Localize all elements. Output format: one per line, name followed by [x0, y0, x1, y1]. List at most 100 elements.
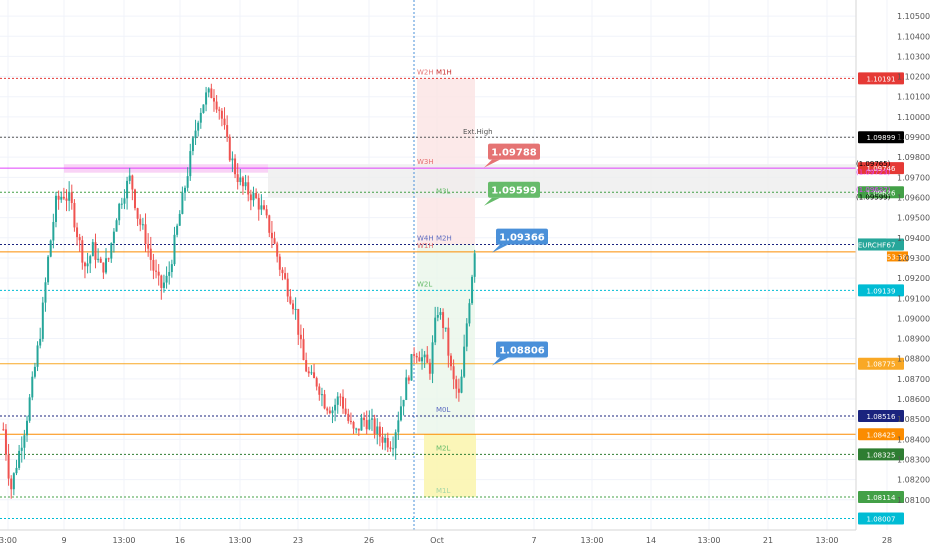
- candle: [363, 412, 366, 427]
- candle: [336, 392, 339, 414]
- candle-body: [284, 273, 287, 279]
- candle: [328, 406, 331, 415]
- red-resistance-label-bg: [858, 72, 904, 85]
- candle-body: [334, 404, 337, 411]
- candle: [70, 184, 73, 210]
- x-tick-label: Oct: [430, 536, 444, 545]
- callout: 1.09366: [492, 228, 548, 253]
- period-tag: W4H: [417, 234, 434, 242]
- candle: [68, 181, 71, 212]
- candle: [302, 328, 305, 361]
- candle-body: [421, 357, 424, 362]
- candle: [291, 299, 294, 315]
- candle-body: [320, 394, 323, 396]
- candle-body: [68, 192, 71, 201]
- candle: [36, 341, 39, 372]
- candle: [47, 255, 50, 285]
- candle-body: [76, 227, 79, 238]
- candle-body: [120, 203, 123, 205]
- x-tick-label: 9: [61, 536, 66, 545]
- candle-body: [444, 327, 447, 329]
- candle-body: [357, 428, 360, 431]
- y-tick-label: 1.08900: [897, 335, 930, 344]
- candle: [139, 214, 142, 232]
- candle: [39, 327, 42, 349]
- candle-body: [89, 256, 92, 264]
- candle-body: [413, 354, 416, 356]
- candle-body: [386, 437, 389, 448]
- candle: [449, 353, 452, 371]
- candle-body: [57, 195, 60, 200]
- candle-body: [436, 315, 439, 318]
- candle-body: [313, 372, 316, 379]
- candle: [223, 107, 226, 130]
- candle-body: [294, 308, 297, 310]
- candle: [415, 352, 418, 364]
- y-tick-label: 1.09000: [897, 314, 930, 323]
- callout: 1.08806: [492, 341, 548, 366]
- x-tick-label: 13:00: [112, 536, 135, 545]
- candle-body: [247, 182, 250, 195]
- candle-body: [7, 454, 10, 479]
- candle: [147, 233, 150, 257]
- candle-body: [397, 420, 400, 433]
- candle: [392, 436, 395, 457]
- candle-body: [268, 215, 271, 233]
- candle-body: [81, 240, 84, 263]
- candle: [26, 415, 29, 442]
- green-low-label-bg: [858, 448, 904, 461]
- candle-body: [376, 426, 379, 434]
- candle-body: [302, 339, 305, 361]
- candle: [289, 288, 292, 305]
- candle: [360, 413, 363, 431]
- candle: [455, 375, 458, 399]
- candle: [181, 186, 184, 215]
- orange-low-label-text: 1.08425: [867, 431, 896, 439]
- candle-body: [305, 360, 308, 372]
- candle-body: [442, 312, 445, 329]
- candle-body: [468, 303, 471, 324]
- candle-body: [218, 109, 221, 111]
- callout-bg: [488, 143, 540, 160]
- ext-high-label-bg: [858, 131, 904, 144]
- candle-body: [363, 417, 366, 421]
- candle: [342, 389, 345, 414]
- ext-high-label: 1.09899: [858, 131, 904, 144]
- candle-body: [144, 224, 147, 245]
- candle: [18, 444, 21, 471]
- candle: [4, 424, 7, 461]
- candle-body: [226, 125, 229, 137]
- candle-body: [265, 209, 268, 216]
- candle-body: [126, 180, 129, 199]
- candle: [370, 408, 373, 431]
- navy-level-label-text: 1.08516: [867, 413, 896, 421]
- pink-zone-label-text: 1.09746: [867, 165, 896, 173]
- candle: [131, 174, 134, 201]
- candle: [228, 134, 231, 162]
- candle-body: [342, 396, 345, 409]
- candle-body: [62, 196, 65, 199]
- candle: [394, 429, 397, 460]
- candle: [205, 86, 208, 112]
- candle: [373, 414, 376, 439]
- candle: [184, 185, 187, 201]
- candle: [170, 259, 173, 278]
- candle: [107, 257, 110, 262]
- candle: [83, 261, 86, 279]
- grey-zone: [268, 164, 856, 198]
- candle: [331, 406, 334, 424]
- candle-body: [428, 362, 431, 374]
- candle: [176, 223, 179, 238]
- candle: [155, 259, 158, 279]
- candle: [284, 267, 287, 280]
- candle: [310, 365, 313, 375]
- candle: [120, 197, 123, 209]
- candle-body: [365, 420, 368, 430]
- period-tag: W2H: [417, 68, 434, 76]
- y-tick-label: 1.09700: [897, 173, 930, 182]
- candle: [399, 396, 402, 422]
- pink-zone-label-bg: [858, 162, 904, 175]
- candle-body: [410, 354, 413, 381]
